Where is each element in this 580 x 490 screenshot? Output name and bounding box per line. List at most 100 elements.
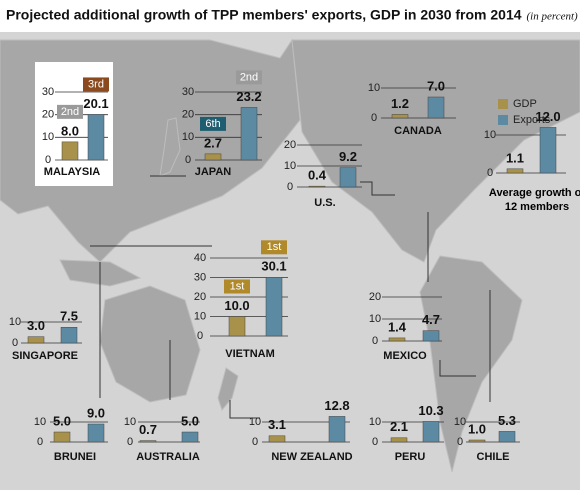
- y-tick-label: 0: [457, 436, 463, 448]
- rank-badge: [261, 240, 287, 255]
- panel-title: CANADA: [394, 125, 442, 137]
- rank-label: 2nd: [61, 106, 79, 118]
- rank-label: 1st: [230, 280, 245, 292]
- value-label: 3.1: [268, 417, 286, 432]
- value-label: 9.2: [339, 149, 357, 164]
- value-label: 2.1: [390, 419, 408, 434]
- y-tick-label: 0: [371, 112, 377, 124]
- leader-lines: [90, 175, 491, 419]
- rank-label: 3rd: [88, 78, 104, 90]
- y-tick-label: 0: [12, 337, 18, 349]
- bar: [61, 141, 79, 161]
- bar: [53, 431, 71, 443]
- y-tick-label: 20: [42, 109, 54, 121]
- value-label: 20.1: [83, 96, 108, 111]
- value-label: 30.1: [261, 259, 286, 274]
- value-label: 5.0: [181, 413, 199, 428]
- panel-title: U.S.: [314, 197, 335, 209]
- legend-label: GDP: [513, 98, 537, 110]
- bar: [388, 337, 406, 342]
- bar: [427, 96, 445, 119]
- value-label: 10.3: [418, 403, 443, 418]
- map: [0, 38, 580, 473]
- rank-label: 1st: [267, 241, 282, 253]
- y-tick-label: 20: [182, 109, 194, 121]
- value-label: 0.7: [139, 422, 157, 437]
- bar: [422, 330, 440, 342]
- panel-title: Average growth of 12 members: [488, 187, 580, 213]
- value-label: 1.2: [391, 96, 409, 111]
- bar: [265, 277, 283, 337]
- bar: [539, 127, 557, 174]
- legend-label: Exports: [513, 114, 551, 126]
- value-label: 7.5: [60, 309, 78, 324]
- rank-badge: [224, 279, 250, 294]
- y-tick-label: 30: [42, 86, 54, 98]
- y-tick-label: 20: [369, 291, 381, 303]
- title-band: [0, 0, 580, 32]
- y-tick-label: 10: [369, 313, 381, 325]
- y-tick-label: 20: [284, 139, 296, 151]
- panel-title: PERU: [395, 451, 426, 463]
- value-label: 4.7: [422, 312, 440, 327]
- bar: [139, 440, 157, 443]
- value-label: 2.7: [204, 135, 222, 150]
- value-label: 5.0: [53, 413, 71, 428]
- y-tick-label: 0: [372, 335, 378, 347]
- bar: [390, 437, 408, 443]
- rank-badge: [200, 116, 226, 131]
- y-tick-label: 0: [37, 436, 43, 448]
- value-label: 12.8: [324, 398, 349, 413]
- value-label: 3.0: [27, 318, 45, 333]
- bar: [498, 431, 516, 443]
- y-tick-label: 0: [287, 181, 293, 193]
- y-tick-label: 10: [124, 416, 136, 428]
- y-tick-label: 10: [369, 416, 381, 428]
- bar: [391, 114, 409, 119]
- bar: [328, 416, 346, 443]
- y-tick-label: 30: [182, 86, 194, 98]
- bar: [506, 168, 524, 174]
- y-tick-label: 40: [194, 252, 206, 264]
- rank-badge: [236, 70, 262, 85]
- bar: [308, 185, 326, 188]
- y-tick-label: 30: [194, 271, 206, 283]
- bar: [422, 421, 440, 443]
- panel-title: VIETNAM: [225, 348, 275, 360]
- panel-title: AUSTRALIA: [136, 451, 200, 463]
- bar: [181, 431, 199, 443]
- chart-title: Projected additional growth of TPP membe…: [6, 7, 522, 23]
- y-tick-label: 0: [487, 167, 493, 179]
- bar: [87, 114, 105, 161]
- bar: [204, 153, 222, 161]
- value-label: 5.3: [498, 413, 516, 428]
- panel-title: MALAYSIA: [44, 166, 100, 178]
- y-tick-label: 10: [368, 82, 380, 94]
- panel-title: SINGAPORE: [12, 350, 78, 362]
- value-label: 9.0: [87, 405, 105, 420]
- y-tick-label: 10: [249, 416, 261, 428]
- panel-title: NEW ZEALAND: [271, 451, 352, 463]
- y-tick-label: 10: [484, 129, 496, 141]
- bar: [240, 107, 258, 161]
- bar: [339, 167, 357, 188]
- rank-label: 2nd: [240, 71, 258, 83]
- y-tick-label: 0: [45, 154, 51, 166]
- value-label: 7.0: [427, 78, 445, 93]
- y-tick-label: 10: [9, 316, 21, 328]
- y-tick-label: 10: [42, 131, 54, 143]
- legend-swatch: [498, 99, 508, 109]
- value-label: 12.0: [535, 109, 560, 124]
- y-tick-label: 0: [185, 154, 191, 166]
- bar: [268, 435, 286, 443]
- legend-swatch: [498, 115, 508, 125]
- value-label: 0.4: [308, 168, 327, 183]
- bar: [468, 439, 486, 443]
- value-label: 8.0: [61, 123, 79, 138]
- y-tick-label: 0: [127, 436, 133, 448]
- bar: [60, 327, 78, 344]
- y-tick-label: 10: [284, 160, 296, 172]
- y-tick-label: 0: [197, 330, 203, 342]
- value-label: 23.2: [236, 89, 261, 104]
